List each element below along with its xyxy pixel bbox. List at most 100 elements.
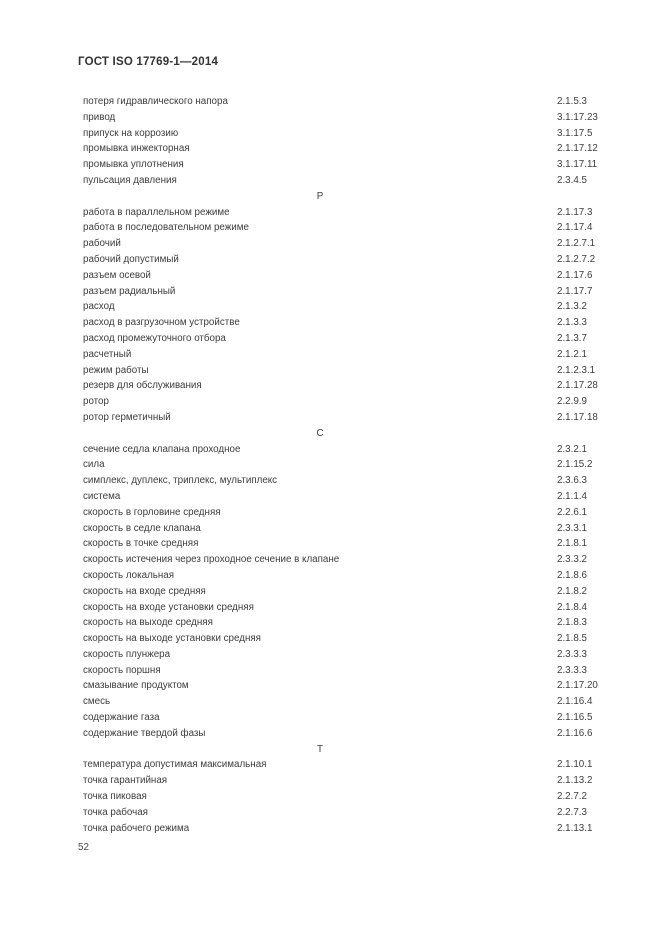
term-label: скорость локальная [83,569,175,581]
term-label: режим работы [83,364,149,376]
index-row: скорость локальная 2.1.8.6 [83,568,613,584]
ref-number: 2.1.2.1 [557,348,587,360]
ref-number: 2.1.5.3 [557,96,587,107]
ref-number: 3.1.17.5 [557,127,593,139]
index-row: сечение седла клапана проходное 2.3.2.1 [83,442,613,458]
document-title: ГОСТ ISO 17769-1—2014 [78,56,219,68]
ref-number: 2.1.8.5 [557,633,587,645]
index-row: скорость поршня 2.3.3.3 [83,663,613,679]
index-row: режим работы 2.1.2.3.1 [83,363,613,379]
term-label: точка гарантийная [83,775,168,787]
term-label: работа в параллельном режиме [83,206,230,218]
index-row: скорость плунжера 2.3.3.3 [83,647,613,663]
ref-number: 2.1.13.1 [557,822,593,834]
ref-number: 2.1.3.3 [557,317,587,329]
index-row: скорость на входе средняя 2.1.8.2 [83,584,613,600]
index-row: система 2.1.1.4 [83,489,613,505]
term-label: работа в последовательном режиме [83,222,249,234]
ref-number: 2.1.16.5 [557,712,593,724]
term-label: точка рабочая [83,806,148,818]
ref-number: 2.1.8.6 [557,569,587,581]
term-label: система [83,490,121,502]
ref-number: 2.1.17.12 [557,143,598,155]
index-row: припуск на коррозию 3.1.17.5 [83,126,613,142]
ref-number: 2.1.17.28 [557,380,598,392]
index-row: расход промежуточного отбора 2.1.3.7 [83,331,613,347]
term-label: скорость в горловине средняя [83,506,221,518]
ref-number: 2.1.16.6 [557,727,593,739]
ref-number: 2.2.6.1 [557,506,587,518]
ref-number: 2.1.15.2 [557,459,593,471]
term-label: скорость на входе установки средняя [83,601,254,613]
term-label: расход в разгрузочном устройстве [83,317,240,329]
ref-number: 2.1.17.6 [557,269,593,281]
term-label: рабочий допустимый [83,253,179,265]
term-label: припуск на коррозию [83,127,179,139]
index-row: скорость на выходе средняя 2.1.8.3 [83,615,613,631]
index-row: работа в параллельном режиме 2.1.17.3 [83,205,613,221]
index-row: скорость в точке средняя 2.1.8.1 [83,536,613,552]
ref-number: 2.3.6.3 [557,475,587,487]
ref-number: 2.1.2.7.2 [557,253,596,265]
ref-number: 2.3.3.2 [557,554,587,566]
term-label: содержание твердой фазы [83,727,206,739]
index-row: смесь 2.1.16.4 [83,694,613,710]
ref-number: 2.3.3.3 [557,648,587,660]
index-row: содержание твердой фазы 2.1.16.6 [83,726,613,742]
term-label: смазывание продуктом [83,680,189,692]
ref-number: 2.1.2.7.1 [557,238,596,250]
index-row: смазывание продуктом 2.1.17.20 [83,678,613,694]
index-row: скорость на выходе установки средняя 2.1.… [83,631,613,647]
index-row: разъем радиальный 2.1.17.7 [83,284,613,300]
term-label: потеря гидравлического напора [83,96,228,107]
index-row: рабочий 2.1.2.7.1 [83,236,613,252]
ref-number: 3.1.17.23 [557,111,598,123]
index-row: точка рабочего режима 2.1.13.1 [83,821,613,837]
ref-number: 2.2.7.2 [557,791,587,803]
ref-number: 2.2.7.3 [557,806,587,818]
term-label: скорость поршня [83,664,161,676]
ref-number: 2.2.9.9 [557,396,587,408]
ref-number: 2.1.10.1 [557,759,593,771]
term-label: пульсация давления [83,174,177,186]
term-label: привод [83,111,116,123]
ref-number: 2.1.13.2 [557,775,593,787]
section-letter: Р [316,190,324,202]
term-label: расход промежуточного отбора [83,332,226,344]
term-label: расход [83,301,115,313]
term-label: расчетный [83,348,132,360]
index-row: содержание газа 2.1.16.5 [83,710,613,726]
term-label: сила [83,459,105,471]
ref-number: 2.3.2.1 [557,443,587,455]
index-row: точка рабочая 2.2.7.3 [83,805,613,821]
ref-number: 2.1.2.3.1 [557,364,596,376]
index-list: потеря гидравлического напора 2.1.5.3 прив… [83,94,613,836]
term-label: симплекс, дуплекс, триплекс, мультиплекс [83,475,278,487]
term-label: точка пиковая [83,791,147,803]
ref-number: 2.1.8.4 [557,601,587,613]
term-label: ротор герметичный [83,411,171,423]
term-label: ротор [83,396,109,408]
section-letter: Т [317,743,323,755]
ref-number: 2.3.3.3 [557,664,587,676]
ref-number: 2.1.17.3 [557,206,593,218]
index-row: скорость истечения через проходное сечен… [83,552,613,568]
term-label: точка рабочего режима [83,822,190,834]
index-row: промывка уплотнения 3.1.17.11 [83,157,613,173]
term-label: резерв для обслуживания [83,380,202,392]
index-row: скорость в седле клапана 2.3.3.1 [83,521,613,537]
index-row: скорость на входе установки средняя 2.1.8… [83,600,613,616]
index-row: рабочий допустимый 2.1.2.7.2 [83,252,613,268]
ref-number: 2.1.17.18 [557,411,598,423]
term-label: скорость истечения через проходное сечен… [83,554,340,566]
index-row: расчетный 2.1.2.1 [83,347,613,363]
index-row: сила 2.1.15.2 [83,457,613,473]
ref-number: 2.1.17.4 [557,222,593,234]
index-row: расход 2.1.3.2 [83,299,613,315]
index-row: пульсация давления 2.3.4.5 [83,173,613,189]
ref-number: 2.1.17.7 [557,285,593,297]
index-row: промывка инжекторная 2.1.17.12 [83,141,613,157]
index-row: симплекс, дуплекс, триплекс, мультиплекс… [83,473,613,489]
index-row: температура допустимая максимальная 2.1.1… [83,757,613,773]
section-letter: С [316,427,324,439]
